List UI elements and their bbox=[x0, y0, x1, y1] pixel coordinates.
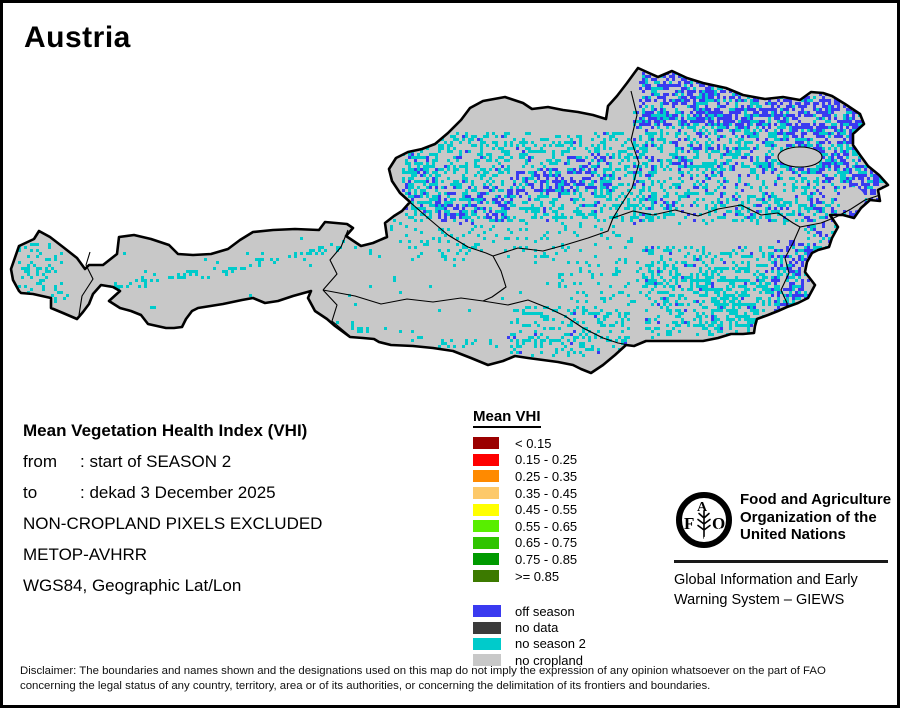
info-from-row: from : start of SEASON 2 bbox=[23, 446, 322, 477]
info-to-row: to : dekad 3 December 2025 bbox=[23, 477, 322, 508]
map-info-block: Mean Vegetation Health Index (VHI) from:… bbox=[23, 415, 322, 601]
page-title: Austria bbox=[24, 21, 131, 54]
to-label: to bbox=[23, 483, 38, 502]
legend-swatch bbox=[473, 503, 499, 516]
fao-divider bbox=[674, 560, 888, 563]
info-line-projection: WGS84, Geographic Lat/Lon bbox=[23, 576, 242, 595]
legend-flag-row: no season 2 bbox=[473, 636, 586, 652]
legend-class-row: 0.55 - 0.65 bbox=[473, 518, 586, 535]
legend-class-row: 0.65 - 0.75 bbox=[473, 535, 586, 552]
fao-name: Food and Agriculture Organization of the… bbox=[740, 491, 892, 543]
legend-class-row: < 0.15 bbox=[473, 435, 586, 452]
legend-swatch bbox=[473, 605, 501, 618]
legend-classes: < 0.15 0.15 - 0.25 0.25 - 0.35 0.35 - 0.… bbox=[473, 435, 586, 584]
svg-text:O: O bbox=[712, 514, 725, 533]
vienna-area bbox=[777, 146, 823, 168]
legend-swatch bbox=[473, 453, 499, 466]
legend-swatch bbox=[473, 520, 499, 533]
austria-vhi-map bbox=[9, 66, 890, 375]
legend-flag-row: off season bbox=[473, 603, 586, 619]
info-heading: Mean Vegetation Health Index (VHI) bbox=[23, 421, 308, 440]
disclaimer-line2: concerning the legal status of any count… bbox=[20, 680, 711, 692]
to-value: : dekad 3 December 2025 bbox=[80, 483, 276, 502]
disclaimer: Disclaimer: The boundaries and names sho… bbox=[20, 664, 826, 694]
legend-class-row: 0.15 - 0.25 bbox=[473, 452, 586, 469]
svg-text:A: A bbox=[697, 500, 708, 515]
legend-flag-row: no cropland bbox=[473, 652, 586, 668]
legend-swatch bbox=[473, 654, 501, 666]
legend-swatch bbox=[473, 437, 499, 450]
austria-land bbox=[11, 68, 888, 373]
svg-text:F: F bbox=[684, 514, 694, 533]
info-line-sensor: METOP-AVHRR bbox=[23, 545, 148, 564]
austria-outline bbox=[9, 66, 890, 375]
legend-swatch bbox=[473, 637, 501, 650]
legend: Mean VHI < 0.15 0.15 - 0.25 0.25 - 0.35 … bbox=[473, 408, 586, 668]
legend-swatch bbox=[473, 553, 499, 566]
from-value: : start of SEASON 2 bbox=[80, 452, 232, 471]
legend-class-row: 0.45 - 0.55 bbox=[473, 501, 586, 518]
fao-logo-icon: F A O FIAT PANIS bbox=[676, 492, 732, 548]
legend-swatch bbox=[473, 487, 499, 500]
legend-flag-row: no data bbox=[473, 620, 586, 636]
giews-name: Global Information and Early Warning Sys… bbox=[674, 572, 858, 608]
legend-swatch bbox=[473, 570, 499, 583]
lake-neusiedl bbox=[839, 187, 865, 211]
legend-title: Mean VHI bbox=[473, 408, 541, 428]
legend-class-row: 0.35 - 0.45 bbox=[473, 485, 586, 502]
legend-swatch bbox=[473, 470, 499, 483]
legend-flags: off season no data no season 2 no cropla… bbox=[473, 603, 586, 668]
legend-swatch bbox=[473, 536, 499, 549]
legend-class-row: >= 0.85 bbox=[473, 568, 586, 585]
legend-swatch bbox=[473, 621, 501, 634]
disclaimer-line1: Disclaimer: The boundaries and names sho… bbox=[20, 665, 826, 677]
province-borders bbox=[78, 90, 881, 347]
legend-class-row: 0.75 - 0.85 bbox=[473, 551, 586, 568]
legend-class-row: 0.25 - 0.35 bbox=[473, 468, 586, 485]
from-label: from bbox=[23, 452, 57, 471]
info-line-noncropland: NON-CROPLAND PIXELS EXCLUDED bbox=[23, 514, 323, 533]
